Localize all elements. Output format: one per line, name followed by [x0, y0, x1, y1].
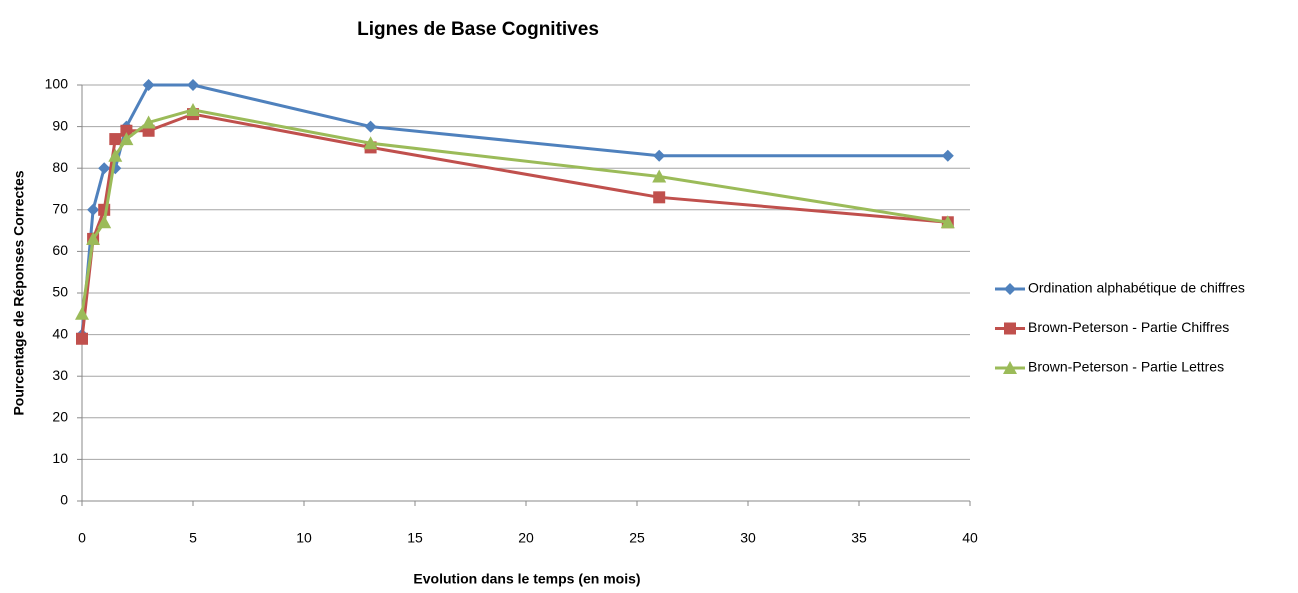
series-line [80, 83, 948, 335]
series-line [80, 112, 948, 339]
x-tick-label: 25 [629, 530, 645, 546]
marker [87, 203, 100, 216]
x-tick-label: 35 [851, 530, 867, 546]
x-tick-label: 20 [518, 530, 534, 546]
y-tick-label: 80 [52, 159, 68, 175]
legend-label: Brown-Peterson - Partie Chiffres [1028, 319, 1229, 335]
marker [142, 79, 155, 91]
marker [652, 169, 667, 183]
marker [109, 133, 122, 146]
marker [1003, 361, 1017, 374]
y-tick-label: 40 [52, 325, 68, 341]
y-axis-title: Pourcentage de Réponses Correctes [11, 170, 27, 415]
marker [941, 149, 954, 162]
marker [186, 102, 200, 116]
y-tick-label: 70 [52, 201, 68, 217]
marker [97, 215, 112, 229]
y-tick-label: 50 [52, 284, 68, 300]
legend-label: Ordination alphabétique de chiffres [1028, 280, 1245, 296]
marker [86, 231, 101, 245]
x-tick-label: 0 [78, 530, 86, 546]
marker [141, 115, 156, 129]
y-tick-label: 20 [52, 409, 68, 425]
x-tick-label: 15 [407, 530, 423, 546]
marker [187, 79, 199, 91]
x-tick-label: 40 [962, 530, 978, 546]
marker [653, 191, 666, 204]
marker [119, 132, 134, 146]
chart-title: Lignes de Base Cognitives [357, 19, 599, 40]
x-axis-title: Evolution dans le temps (en mois) [413, 571, 640, 587]
marker [363, 136, 378, 150]
x-tick-label: 5 [189, 530, 197, 546]
marker [1004, 322, 1016, 335]
marker [364, 120, 377, 133]
marker [120, 124, 133, 137]
series-line [80, 108, 949, 315]
marker [653, 149, 666, 162]
marker [76, 332, 88, 345]
legend-label: Brown-Peterson - Partie Lettres [1028, 359, 1224, 375]
marker [940, 215, 955, 229]
marker [98, 162, 111, 175]
y-tick-label: 100 [45, 76, 69, 92]
x-tick-label: 30 [740, 530, 756, 546]
x-tick-label: 10 [296, 530, 312, 546]
y-tick-label: 90 [52, 117, 68, 133]
y-tick-label: 30 [52, 367, 68, 383]
marker [108, 148, 123, 162]
y-tick-label: 0 [60, 492, 68, 508]
y-tick-label: 60 [52, 242, 68, 258]
marker [1004, 283, 1016, 295]
marker [75, 306, 89, 320]
y-tick-label: 10 [52, 450, 68, 466]
